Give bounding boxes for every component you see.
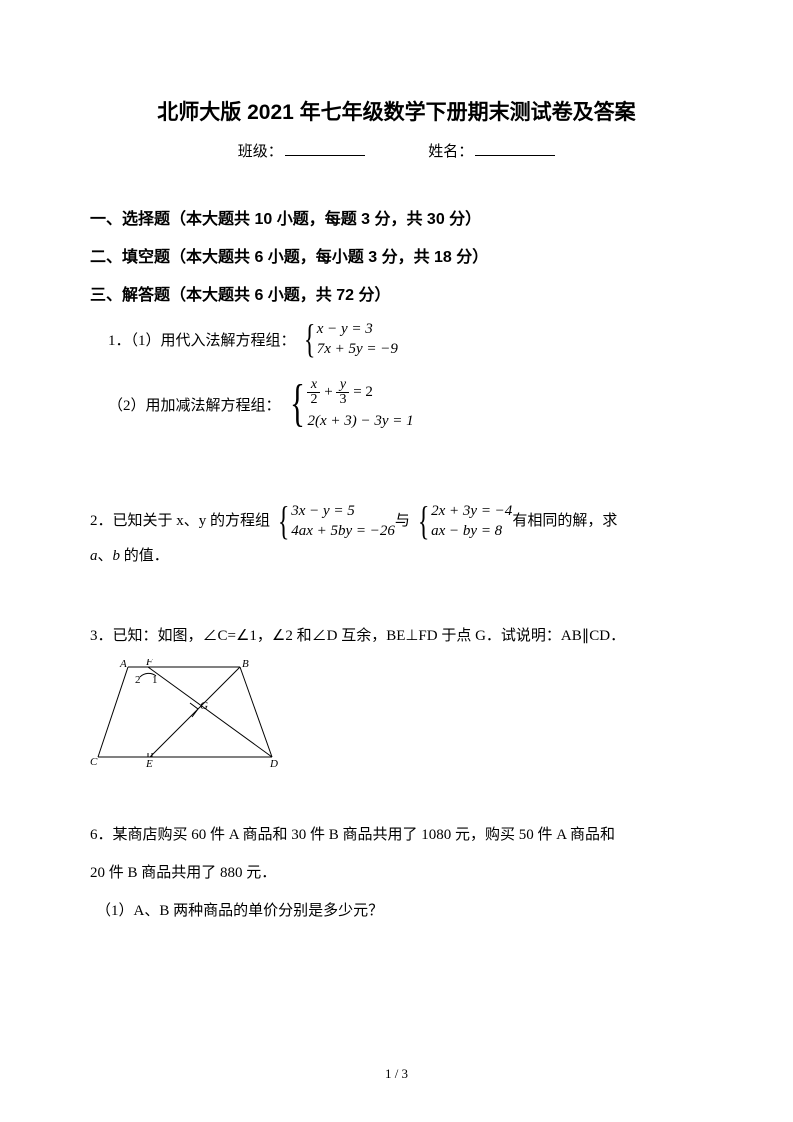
brace-icon: { — [303, 319, 315, 359]
label-C: C — [90, 756, 98, 768]
class-blank[interactable] — [285, 141, 365, 156]
brace-icon: { — [290, 378, 305, 430]
frac-den: 3 — [336, 393, 349, 407]
q1-part1-label: 1．（1）用代入法解方程组： — [108, 329, 296, 350]
q3-text: 3．已知：如图，∠C=∠1，∠2 和∠D 互余，BE⊥FD 于点 G．试说明：A… — [90, 621, 703, 651]
label-E: E — [145, 758, 153, 769]
q6: 6．某商店购买 60 件 A 商品和 30 件 B 商品共用了 1080 元，购… — [90, 820, 703, 926]
class-label: 班级： — [238, 144, 283, 160]
brace-icon: { — [418, 501, 430, 541]
label-A: A — [119, 659, 127, 670]
name-label: 姓名： — [428, 144, 473, 160]
q2-systemB: { 2x + 3y = −4 ax − by = 8 — [414, 501, 512, 542]
section-2-heading: 二、填空题（本大题共 6 小题，每小题 3 分，共 18 分） — [90, 243, 703, 267]
q2-mid: 与 — [395, 507, 410, 536]
q6-sub1: （1）A、B 两种商品的单价分别是多少元？ — [96, 896, 703, 926]
q6-line1: 6．某商店购买 60 件 A 商品和 30 件 B 商品共用了 1080 元，购… — [90, 820, 703, 850]
label-D: D — [269, 758, 278, 769]
q2-tail: 有相同的解，求 — [512, 507, 617, 536]
q1p2-line2: 2(x + 3) − 3y = 1 — [307, 411, 413, 431]
student-info-row: 班级： 姓名： — [90, 140, 703, 161]
q2-systemA: { 3x − y = 5 4ax + 5by = −26 — [274, 501, 395, 542]
label-G: G — [200, 700, 208, 712]
q1-part2-label: （2）用加减法解方程组： — [108, 394, 281, 415]
q1-part1: 1．（1）用代入法解方程组： { x − y = 3 7x + 5y = −9 — [108, 319, 703, 360]
frac-den: 2 — [307, 393, 320, 407]
q1-part2: （2）用加减法解方程组： { x2 + y3 = 2 2(x + 3) − 3y… — [108, 378, 703, 431]
exam-page: 北师大版 2021 年七年级数学下册期末测试卷及答案 班级： 姓名： 一、选择题… — [0, 0, 793, 1122]
label-ang2: 2 — [135, 674, 141, 686]
q2-line2: a、b 的值． — [90, 541, 703, 571]
name-blank[interactable] — [475, 141, 555, 156]
q2-lead: 2．已知关于 x、y 的方程组 — [90, 507, 270, 536]
q2B-line1: 2x + 3y = −4 — [431, 501, 512, 521]
geometry-diagram: A F B C E D G 2 1 — [90, 659, 280, 769]
plus-sign: + — [324, 383, 336, 399]
frac-num: y — [336, 378, 349, 393]
q1p1-line1: x − y = 3 — [317, 319, 398, 339]
page-title: 北师大版 2021 年七年级数学下册期末测试卷及答案 — [90, 96, 703, 126]
label-ang1: 1 — [152, 674, 158, 686]
q3-figure: A F B C E D G 2 1 — [90, 659, 703, 774]
q6-line2: 20 件 B 商品共用了 880 元． — [90, 858, 703, 888]
q3: 3．已知：如图，∠C=∠1，∠2 和∠D 互余，BE⊥FD 于点 G．试说明：A… — [90, 621, 703, 774]
q2A-line2: 4ax + 5by = −26 — [291, 521, 395, 541]
page-number: 1 / 3 — [0, 1066, 793, 1082]
section-1-heading: 一、选择题（本大题共 10 小题，每题 3 分，共 30 分） — [90, 205, 703, 229]
brace-icon: { — [278, 501, 290, 541]
eq-text: = 2 — [353, 383, 373, 399]
q2: 2．已知关于 x、y 的方程组 { 3x − y = 5 4ax + 5by =… — [90, 501, 703, 572]
q1p1-line2: 7x + 5y = −9 — [317, 339, 398, 359]
q1p2-line1: x2 + y3 = 2 — [307, 378, 413, 407]
q2B-line2: ax − by = 8 — [431, 521, 512, 541]
label-F: F — [145, 659, 153, 668]
q1-part2-system: { x2 + y3 = 2 2(x + 3) − 3y = 1 — [285, 378, 414, 431]
q2A-line1: 3x − y = 5 — [291, 501, 395, 521]
q1-part1-system: { x − y = 3 7x + 5y = −9 — [300, 319, 398, 360]
label-B: B — [242, 659, 249, 670]
section-3-heading: 三、解答题（本大题共 6 小题，共 72 分） — [90, 281, 703, 305]
frac-num: x — [307, 378, 320, 393]
